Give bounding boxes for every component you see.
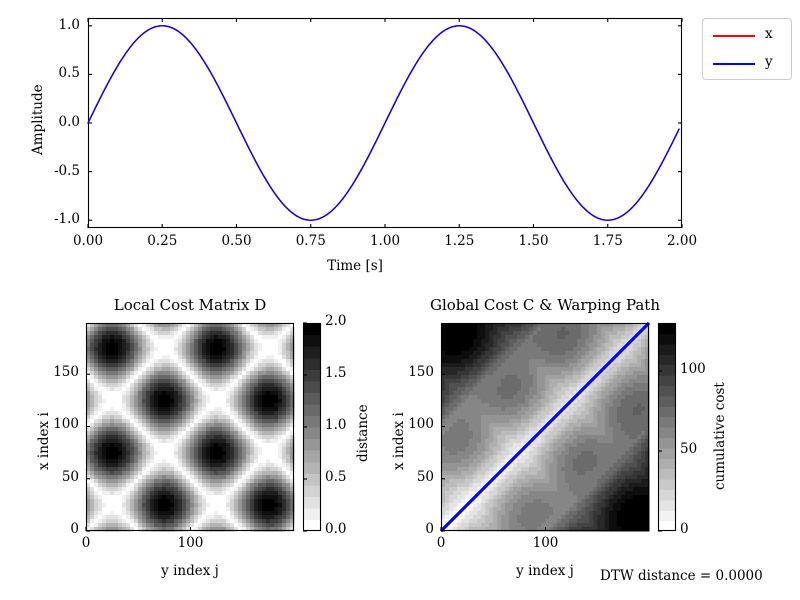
legend-label-y: y <box>765 54 773 70</box>
tick-label: 0.50 <box>221 233 252 249</box>
tick-label: 100 <box>408 416 434 433</box>
local-cost-heatmap <box>85 322 295 532</box>
top-signal-axes <box>87 17 683 229</box>
tick-label: 0.00 <box>72 233 104 249</box>
warping-path-line <box>439 321 651 533</box>
global-cost-ylabel: x index i <box>391 412 407 470</box>
top-signal-plot-area <box>87 17 683 229</box>
top-plot-xlabel: Time [s] <box>327 258 383 274</box>
tick-label: 0 <box>436 535 446 551</box>
tick-label: 100 <box>53 416 79 433</box>
tick-label: 0.5 <box>58 65 80 82</box>
tick-label: -1.0 <box>53 211 80 228</box>
tick-label: 150 <box>408 364 434 381</box>
tick-label: 100 <box>680 361 706 377</box>
local-cost-axes <box>85 322 295 532</box>
tick-label: 0 <box>425 521 434 537</box>
tick-label: 0.75 <box>295 233 326 249</box>
tick-label: 1.25 <box>444 233 475 249</box>
tick-label: 150 <box>53 364 79 381</box>
tick-label: 1.50 <box>518 233 549 249</box>
local-cost-colorbar <box>302 322 322 532</box>
local-cost-colorbar-label: distance <box>355 404 371 462</box>
tick-label: 0 <box>81 535 91 551</box>
tick-label: 2.0 <box>325 313 347 329</box>
tick-label: 0 <box>680 521 689 537</box>
legend-swatch-x <box>713 35 755 37</box>
global-cost-colorbar <box>657 322 677 532</box>
tick-label: 0.25 <box>147 233 178 249</box>
tick-label: 1.75 <box>592 233 623 249</box>
legend-swatch-y <box>713 63 755 65</box>
global-cost-xlabel: y index j <box>516 563 574 579</box>
tick-label: 1.0 <box>58 16 80 33</box>
tick-label: 100 <box>177 535 204 551</box>
global-cost-heatmap <box>439 321 651 533</box>
top-plot-ylabel: Amplitude <box>30 84 46 155</box>
tick-label: 0.0 <box>58 114 80 130</box>
dtw-distance-text: DTW distance = 0.0000 <box>600 568 763 584</box>
tick-label: 50 <box>416 468 434 485</box>
tick-label: 0.0 <box>325 521 347 537</box>
local-cost-title: Local Cost Matrix D <box>113 296 267 314</box>
legend-label-x: x <box>765 26 773 42</box>
local-cost-ylabel: x index i <box>36 412 52 470</box>
tick-label: 0 <box>70 521 79 537</box>
tick-label: 0.5 <box>325 469 347 485</box>
global-cost-colorbar-label: cumulative cost <box>712 382 728 490</box>
tick-label: 100 <box>532 535 559 551</box>
global-cost-title: Global Cost C & Warping Path <box>430 296 660 314</box>
tick-label: 1.5 <box>325 365 347 381</box>
tick-label: 50 <box>61 468 79 485</box>
tick-label: 50 <box>680 441 698 457</box>
tick-label: 1.00 <box>369 233 401 249</box>
legend[interactable]: x y <box>702 18 792 80</box>
tick-label: 1.0 <box>325 417 347 433</box>
tick-label: 2.00 <box>666 233 698 249</box>
global-cost-axes <box>439 321 651 533</box>
tick-label: -0.5 <box>53 162 80 179</box>
local-cost-xlabel: y index j <box>161 563 219 579</box>
